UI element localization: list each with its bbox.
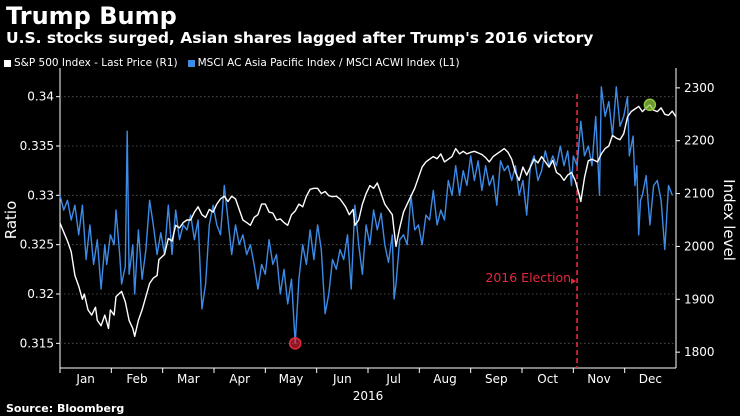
x-tick-label: Sep: [485, 372, 508, 386]
legend-item-ratio: MSCI AC Asia Pacific Index / MSCI ACWI I…: [187, 57, 460, 69]
source-note: Source: Bloomberg: [6, 402, 125, 415]
legend-swatch-sp500: [4, 59, 11, 67]
legend-label-sp500: S&P 500 Index - Last Price (R1): [14, 57, 178, 69]
x-tick-label: Jul: [385, 372, 400, 386]
right-tick-label: 2100: [684, 187, 715, 201]
left-tick-label: 0.33: [27, 188, 54, 202]
x-tick-label: Dec: [639, 372, 662, 386]
x-tick-label: Aug: [433, 372, 456, 386]
left-tick-label: 0.34: [27, 90, 54, 104]
right-tick-label: 1800: [684, 345, 715, 359]
chart-title: Trump Bump: [6, 2, 177, 30]
legend-swatch-ratio: [187, 59, 195, 67]
x-tick-label: Feb: [126, 372, 147, 386]
legend: S&P 500 Index - Last Price (R1) MSCI AC …: [4, 57, 470, 69]
ratio-low-marker: [288, 337, 302, 350]
series-line-sp500: [59, 104, 677, 337]
right-tick-label: 2300: [684, 81, 715, 95]
left-axis-title: Ratio: [2, 201, 20, 240]
x-tick-label: Apr: [229, 372, 250, 386]
left-tick-label: 0.325: [20, 238, 54, 252]
series-line-ratio: [59, 86, 673, 344]
left-tick-label: 0.315: [20, 336, 54, 350]
right-axis-title: Index level: [720, 179, 738, 261]
x-tick-label: Oct: [537, 372, 558, 386]
right-tick-label: 2200: [684, 134, 715, 148]
x-tick-label: May: [279, 372, 304, 386]
legend-label-ratio: MSCI AC Asia Pacific Index / MSCI ACWI I…: [197, 57, 460, 69]
right-tick-label: 2000: [684, 239, 715, 253]
left-tick-label: 0.32: [27, 287, 54, 301]
chart-subtitle: U.S. stocks surged, Asian shares lagged …: [6, 29, 594, 47]
election-annotation: 2016 Election: [485, 270, 571, 285]
x-tick-label: Nov: [587, 372, 610, 386]
right-tick-label: 1900: [684, 292, 715, 306]
x-tick-label: Jun: [332, 372, 352, 386]
left-tick-label: 0.335: [20, 139, 54, 153]
x-axis-year-label: 2016: [353, 389, 384, 403]
election-arrow-icon: [571, 278, 577, 285]
x-tick-label: Jan: [75, 372, 95, 386]
x-tick-label: Mar: [177, 372, 200, 386]
sp500-high-marker: [643, 98, 657, 112]
legend-item-sp500: S&P 500 Index - Last Price (R1): [4, 57, 178, 69]
